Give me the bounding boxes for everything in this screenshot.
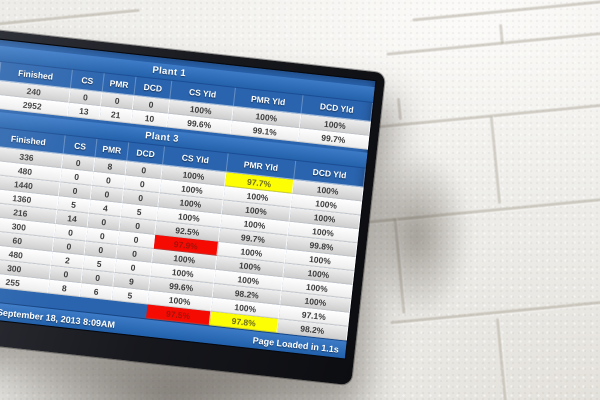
table-cell: 13 (67, 102, 102, 121)
column-header: CS (70, 69, 105, 92)
column-header: CS (63, 135, 98, 157)
tv-monitor: Plant 1 Finished CS PMR DCD CS Yld PMR Yld DCD… (0, 26, 386, 386)
table-cell: 21 (99, 106, 133, 124)
column-header: PMR (102, 73, 137, 95)
column-header: PMR (95, 138, 130, 161)
dashboard-screen: Plant 1 Finished CS PMR DCD CS Yld PMR Yld DCD… (0, 34, 377, 360)
table-cell: 10 (131, 109, 169, 128)
